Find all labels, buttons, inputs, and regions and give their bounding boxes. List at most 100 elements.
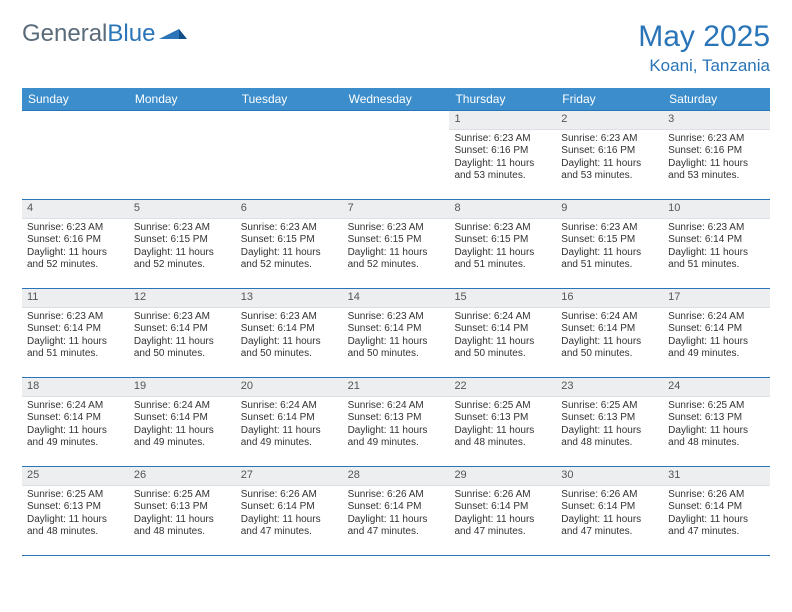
day-detail: Sunrise: 6:25 AMSunset: 6:13 PMDaylight:… <box>663 397 770 454</box>
sunset-text: Sunset: 6:13 PM <box>27 501 124 514</box>
day-cell: 22Sunrise: 6:25 AMSunset: 6:13 PMDayligh… <box>449 378 556 466</box>
day-cell: 28Sunrise: 6:26 AMSunset: 6:14 PMDayligh… <box>343 467 450 555</box>
logo-mark-icon <box>159 20 187 48</box>
day-cell: 2Sunrise: 6:23 AMSunset: 6:16 PMDaylight… <box>556 111 663 199</box>
day-number: 18 <box>22 378 129 397</box>
day-number: 13 <box>236 289 343 308</box>
daylight-text: Daylight: 11 hours and 49 minutes. <box>241 425 338 450</box>
daylight-text: Daylight: 11 hours and 53 minutes. <box>561 158 658 183</box>
day-cell: 27Sunrise: 6:26 AMSunset: 6:14 PMDayligh… <box>236 467 343 555</box>
day-cell: 24Sunrise: 6:25 AMSunset: 6:13 PMDayligh… <box>663 378 770 466</box>
day-cell <box>343 111 450 199</box>
sunrise-text: Sunrise: 6:23 AM <box>134 311 231 324</box>
sunset-text: Sunset: 6:14 PM <box>668 323 765 336</box>
day-detail: Sunrise: 6:24 AMSunset: 6:14 PMDaylight:… <box>449 308 556 365</box>
day-number: 23 <box>556 378 663 397</box>
day-number: 14 <box>343 289 450 308</box>
daylight-text: Daylight: 11 hours and 48 minutes. <box>668 425 765 450</box>
day-detail: Sunrise: 6:26 AMSunset: 6:14 PMDaylight:… <box>343 486 450 543</box>
sunrise-text: Sunrise: 6:24 AM <box>134 400 231 413</box>
sunrise-text: Sunrise: 6:23 AM <box>27 222 124 235</box>
sunrise-text: Sunrise: 6:23 AM <box>134 222 231 235</box>
day-detail: Sunrise: 6:23 AMSunset: 6:15 PMDaylight:… <box>343 219 450 276</box>
day-detail: Sunrise: 6:26 AMSunset: 6:14 PMDaylight:… <box>236 486 343 543</box>
daylight-text: Daylight: 11 hours and 47 minutes. <box>241 514 338 539</box>
daylight-text: Daylight: 11 hours and 49 minutes. <box>668 336 765 361</box>
sunrise-text: Sunrise: 6:26 AM <box>561 489 658 502</box>
daylight-text: Daylight: 11 hours and 48 minutes. <box>134 514 231 539</box>
day-cell: 15Sunrise: 6:24 AMSunset: 6:14 PMDayligh… <box>449 289 556 377</box>
day-detail: Sunrise: 6:24 AMSunset: 6:14 PMDaylight:… <box>22 397 129 454</box>
day-number: 4 <box>22 200 129 219</box>
day-cell: 10Sunrise: 6:23 AMSunset: 6:14 PMDayligh… <box>663 200 770 288</box>
sunset-text: Sunset: 6:15 PM <box>561 234 658 247</box>
day-detail: Sunrise: 6:23 AMSunset: 6:16 PMDaylight:… <box>663 130 770 187</box>
sunset-text: Sunset: 6:14 PM <box>454 501 551 514</box>
weekday-thu: Thursday <box>449 88 556 110</box>
weekday-wed: Wednesday <box>343 88 450 110</box>
sunrise-text: Sunrise: 6:25 AM <box>27 489 124 502</box>
brand-part1: General <box>22 20 107 48</box>
sunset-text: Sunset: 6:13 PM <box>348 412 445 425</box>
day-detail: Sunrise: 6:23 AMSunset: 6:14 PMDaylight:… <box>343 308 450 365</box>
day-detail: Sunrise: 6:25 AMSunset: 6:13 PMDaylight:… <box>129 486 236 543</box>
sunrise-text: Sunrise: 6:24 AM <box>668 311 765 324</box>
day-number: 30 <box>556 467 663 486</box>
daylight-text: Daylight: 11 hours and 50 minutes. <box>561 336 658 361</box>
day-detail: Sunrise: 6:23 AMSunset: 6:15 PMDaylight:… <box>449 219 556 276</box>
sunset-text: Sunset: 6:13 PM <box>561 412 658 425</box>
daylight-text: Daylight: 11 hours and 49 minutes. <box>27 425 124 450</box>
sunrise-text: Sunrise: 6:24 AM <box>454 311 551 324</box>
sunset-text: Sunset: 6:14 PM <box>241 501 338 514</box>
day-number: 15 <box>449 289 556 308</box>
day-detail: Sunrise: 6:23 AMSunset: 6:14 PMDaylight:… <box>129 308 236 365</box>
day-detail: Sunrise: 6:23 AMSunset: 6:14 PMDaylight:… <box>663 219 770 276</box>
day-number: 2 <box>556 111 663 130</box>
day-number: 17 <box>663 289 770 308</box>
day-detail: Sunrise: 6:25 AMSunset: 6:13 PMDaylight:… <box>449 397 556 454</box>
day-cell: 4Sunrise: 6:23 AMSunset: 6:16 PMDaylight… <box>22 200 129 288</box>
day-number: 22 <box>449 378 556 397</box>
day-detail: Sunrise: 6:23 AMSunset: 6:16 PMDaylight:… <box>556 130 663 187</box>
brand-logo: GeneralBlue <box>22 20 187 48</box>
sunrise-text: Sunrise: 6:23 AM <box>668 133 765 146</box>
sunset-text: Sunset: 6:14 PM <box>561 501 658 514</box>
sunrise-text: Sunrise: 6:23 AM <box>241 311 338 324</box>
sunrise-text: Sunrise: 6:23 AM <box>668 222 765 235</box>
day-cell: 11Sunrise: 6:23 AMSunset: 6:14 PMDayligh… <box>22 289 129 377</box>
day-cell: 30Sunrise: 6:26 AMSunset: 6:14 PMDayligh… <box>556 467 663 555</box>
day-cell: 20Sunrise: 6:24 AMSunset: 6:14 PMDayligh… <box>236 378 343 466</box>
daylight-text: Daylight: 11 hours and 51 minutes. <box>668 247 765 272</box>
sunrise-text: Sunrise: 6:23 AM <box>348 311 445 324</box>
daylight-text: Daylight: 11 hours and 48 minutes. <box>561 425 658 450</box>
day-number: 24 <box>663 378 770 397</box>
sunset-text: Sunset: 6:14 PM <box>668 234 765 247</box>
day-detail: Sunrise: 6:26 AMSunset: 6:14 PMDaylight:… <box>449 486 556 543</box>
sunrise-text: Sunrise: 6:25 AM <box>668 400 765 413</box>
brand-part2: Blue <box>107 20 155 48</box>
day-detail: Sunrise: 6:26 AMSunset: 6:14 PMDaylight:… <box>556 486 663 543</box>
day-detail: Sunrise: 6:23 AMSunset: 6:15 PMDaylight:… <box>556 219 663 276</box>
day-detail: Sunrise: 6:25 AMSunset: 6:13 PMDaylight:… <box>22 486 129 543</box>
sunrise-text: Sunrise: 6:23 AM <box>27 311 124 324</box>
calendar: Sunday Monday Tuesday Wednesday Thursday… <box>22 88 770 556</box>
daylight-text: Daylight: 11 hours and 50 minutes. <box>241 336 338 361</box>
day-detail: Sunrise: 6:26 AMSunset: 6:14 PMDaylight:… <box>663 486 770 543</box>
day-cell: 23Sunrise: 6:25 AMSunset: 6:13 PMDayligh… <box>556 378 663 466</box>
sunrise-text: Sunrise: 6:25 AM <box>134 489 231 502</box>
daylight-text: Daylight: 11 hours and 47 minutes. <box>348 514 445 539</box>
day-cell: 9Sunrise: 6:23 AMSunset: 6:15 PMDaylight… <box>556 200 663 288</box>
month-title: May 2025 <box>638 20 770 54</box>
daylight-text: Daylight: 11 hours and 51 minutes. <box>561 247 658 272</box>
daylight-text: Daylight: 11 hours and 51 minutes. <box>454 247 551 272</box>
sunrise-text: Sunrise: 6:24 AM <box>241 400 338 413</box>
day-number: 7 <box>343 200 450 219</box>
daylight-text: Daylight: 11 hours and 50 minutes. <box>348 336 445 361</box>
day-cell: 12Sunrise: 6:23 AMSunset: 6:14 PMDayligh… <box>129 289 236 377</box>
daylight-text: Daylight: 11 hours and 52 minutes. <box>27 247 124 272</box>
day-number: 28 <box>343 467 450 486</box>
week-row: 4Sunrise: 6:23 AMSunset: 6:16 PMDaylight… <box>22 199 770 288</box>
day-detail: Sunrise: 6:24 AMSunset: 6:14 PMDaylight:… <box>556 308 663 365</box>
daylight-text: Daylight: 11 hours and 50 minutes. <box>454 336 551 361</box>
day-cell <box>129 111 236 199</box>
